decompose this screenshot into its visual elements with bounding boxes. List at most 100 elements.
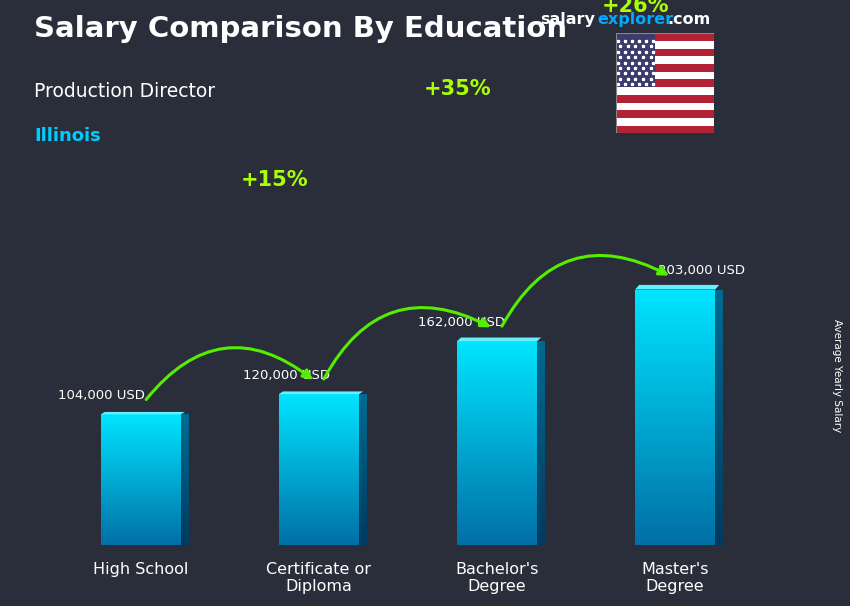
Bar [101,524,181,526]
Bar [715,478,723,481]
Bar [101,454,181,455]
Bar [279,473,359,476]
Bar [359,479,367,481]
Bar [101,499,181,501]
Bar [101,447,181,448]
Bar [279,536,359,538]
Bar [616,95,714,102]
Bar [537,533,545,535]
Bar [101,441,181,442]
Bar [635,440,715,443]
Bar [101,455,181,457]
Bar [181,491,189,493]
Bar [537,446,545,448]
Bar [635,408,715,411]
Text: salary: salary [540,12,595,27]
Bar [715,498,723,501]
Bar [279,510,359,511]
Bar [457,359,537,362]
Bar [101,448,181,450]
Bar [537,405,545,408]
Bar [537,359,545,362]
Bar [181,494,189,496]
Bar [101,504,181,506]
Bar [359,424,367,426]
Bar [279,521,359,523]
Bar [616,56,714,64]
Bar [457,505,537,507]
Bar [101,459,181,460]
Bar [359,422,367,424]
Bar [715,453,723,456]
Bar [359,496,367,498]
Bar [457,395,537,398]
Bar [715,296,723,299]
Bar [279,411,359,413]
Bar [359,394,367,396]
Bar [457,525,537,528]
Bar [715,507,723,510]
Bar [537,382,545,385]
Bar [537,377,545,379]
Bar [715,308,723,312]
Bar [279,449,359,451]
Bar [101,450,181,452]
Bar [635,507,715,510]
Bar [537,418,545,421]
Bar [457,543,537,545]
Bar [537,487,545,489]
Bar [635,424,715,427]
Bar [635,392,715,395]
Bar [279,493,359,494]
Bar [101,426,181,427]
Bar [279,487,359,488]
Text: +26%: +26% [602,0,670,16]
Bar [635,341,715,344]
Bar [537,471,545,474]
Bar [635,382,715,385]
Bar [279,407,359,409]
Bar [715,481,723,485]
Bar [635,325,715,328]
Bar [715,322,723,325]
Bar [537,456,545,459]
Bar [181,457,189,459]
Bar [715,415,723,418]
Bar [635,533,715,536]
Bar [181,476,189,478]
Bar [101,471,181,473]
Bar [359,508,367,510]
Bar [181,424,189,426]
Bar [715,533,723,536]
Bar [715,302,723,305]
Bar [715,373,723,376]
Bar [715,405,723,408]
Bar [715,456,723,459]
Bar [181,487,189,488]
Bar [359,527,367,528]
Bar [715,430,723,433]
Bar [359,400,367,402]
Bar [457,379,537,382]
Bar [181,434,189,436]
Bar [359,430,367,432]
Bar [635,322,715,325]
Bar [101,429,181,431]
Bar [279,471,359,473]
Bar [537,346,545,349]
Bar [537,364,545,367]
Bar [537,385,545,387]
Bar [635,504,715,507]
Bar [457,469,537,471]
Bar [537,400,545,402]
Bar [457,482,537,484]
Text: 162,000 USD: 162,000 USD [418,316,505,328]
FancyArrowPatch shape [502,255,666,326]
Bar [359,466,367,468]
Bar [715,293,723,296]
Bar [181,441,189,442]
Bar [457,402,537,405]
Bar [359,454,367,456]
Bar [181,480,189,482]
Bar [537,479,545,482]
